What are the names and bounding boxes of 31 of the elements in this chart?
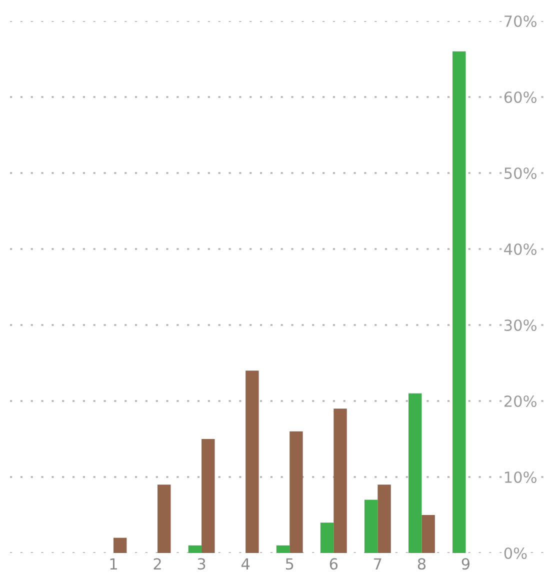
y-tick-label: 70% [504,15,536,28]
y-tick-label: 0% [504,547,527,560]
x-tick-label: 3 [198,558,206,570]
x-tick-label: 4 [241,558,250,570]
x-tick-label: 6 [330,558,338,570]
bar [246,370,259,553]
y-tick-label: 40% [504,243,536,256]
bar [290,431,303,553]
x-tick-label: 9 [462,558,470,570]
x-tick-label: 5 [286,558,294,570]
x-tick-label: 1 [110,558,117,570]
y-tick-label: 50% [504,167,536,180]
y-tick-label: 20% [504,395,536,408]
y-tick-label: 10% [505,471,536,484]
x-tick-label: 2 [154,558,161,570]
y-tick-label: 30% [504,319,536,332]
bar [408,393,422,553]
bar [320,522,334,553]
bar [364,500,378,553]
bar [334,408,347,553]
bar [276,545,290,553]
bar [158,484,171,553]
bar [113,538,127,553]
bar [188,545,202,553]
bar [202,439,215,553]
bar [452,51,466,553]
bar [422,515,435,553]
y-tick-label: 60% [504,91,536,104]
x-tick-label: 8 [418,558,426,570]
x-tick-label: 7 [374,558,382,570]
bar [378,484,391,553]
